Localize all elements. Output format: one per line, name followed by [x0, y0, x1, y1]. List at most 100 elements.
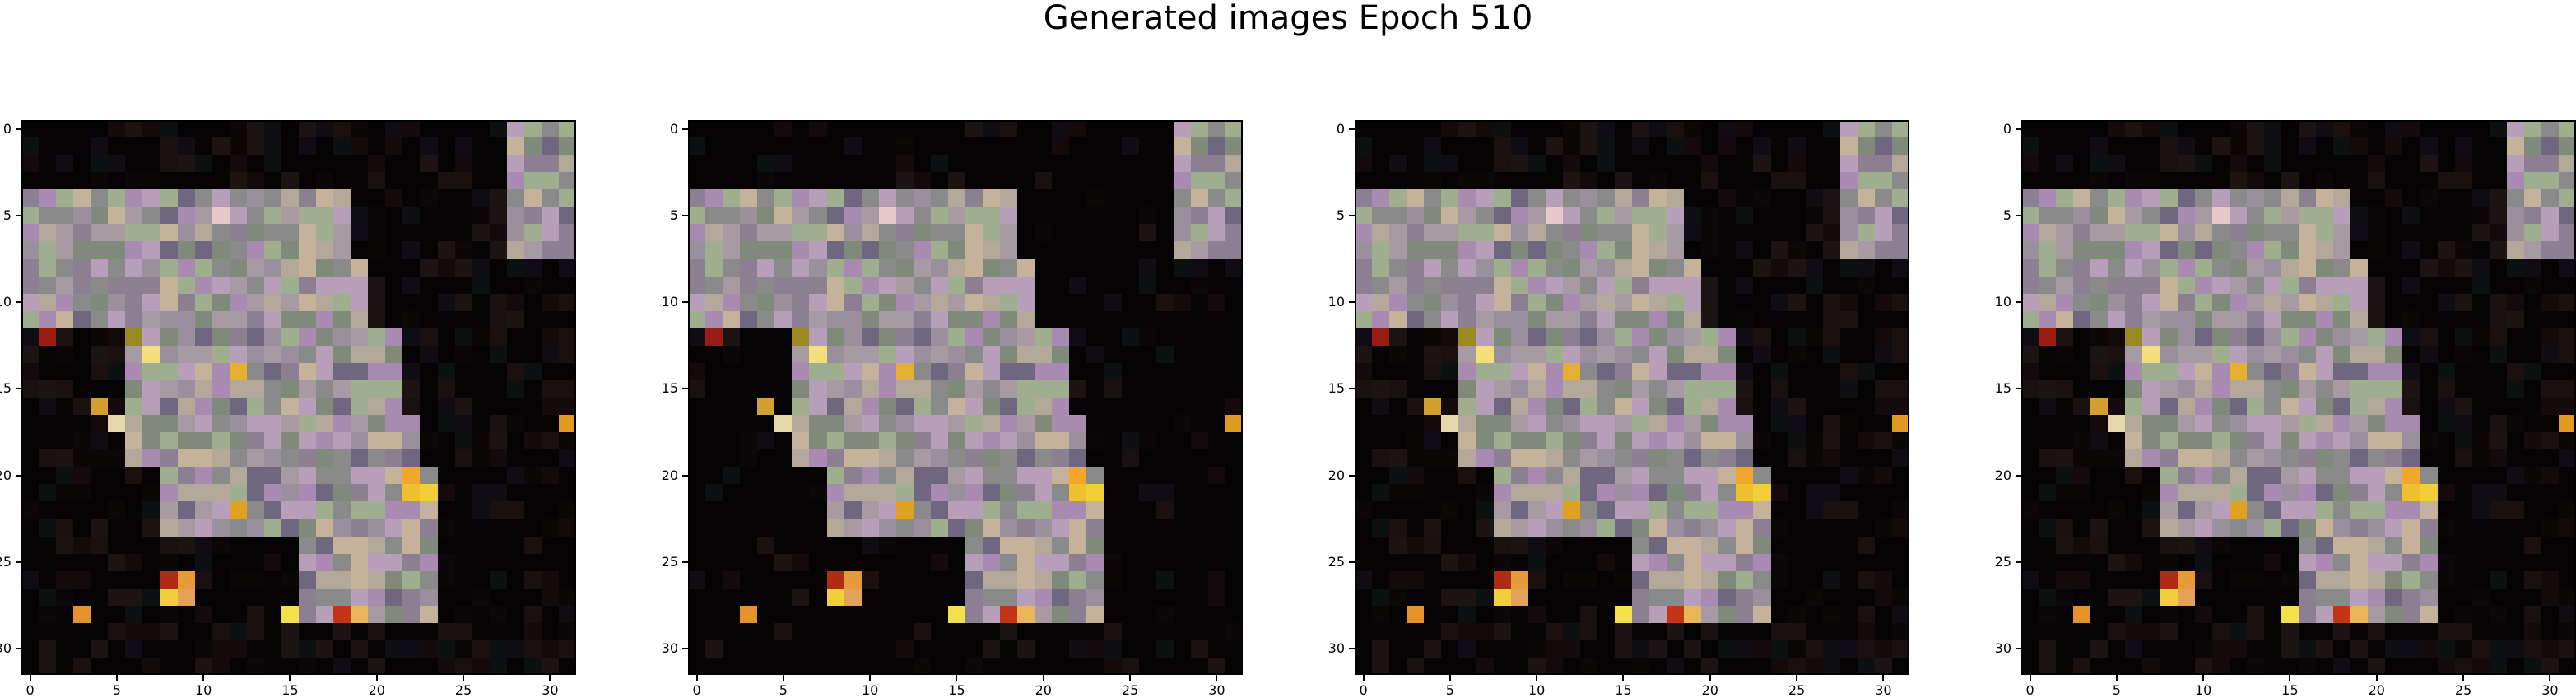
image-pixel	[1579, 622, 1598, 641]
image-pixel	[1649, 536, 1667, 555]
image-pixel	[1684, 640, 1702, 658]
image-pixel	[2177, 122, 2196, 138]
image-pixel	[23, 519, 40, 537]
image-pixel	[1545, 122, 1564, 138]
image-pixel	[2229, 519, 2248, 537]
image-pixel	[437, 432, 456, 450]
image-pixel	[792, 310, 811, 329]
image-pixel	[1614, 122, 1633, 138]
image-pixel	[1701, 398, 1719, 416]
image-pixel	[2108, 536, 2126, 555]
image-pixel	[523, 640, 542, 658]
image-pixel	[1458, 224, 1477, 243]
image-pixel	[757, 640, 775, 658]
image-pixel	[2350, 276, 2369, 295]
image-pixel	[2454, 588, 2473, 607]
image-pixel	[2299, 207, 2317, 225]
image-pixel	[1839, 207, 1858, 225]
image-pixel	[1788, 137, 1806, 156]
image-pixel	[2263, 362, 2282, 381]
image-pixel	[454, 657, 473, 673]
image-pixel	[1441, 362, 1459, 381]
image-pixel	[930, 345, 949, 364]
image-pixel	[757, 415, 775, 433]
image-pixel	[1667, 553, 1685, 572]
image-pixel	[2108, 519, 2126, 537]
image-pixel	[1510, 657, 1529, 673]
image-pixel	[1173, 258, 1192, 277]
image-pixel	[690, 467, 706, 485]
image-pixel	[930, 640, 949, 658]
image-pixel	[1086, 258, 1105, 277]
image-pixel	[2177, 570, 2196, 589]
image-pixel	[1190, 122, 1209, 138]
image-pixel	[1649, 570, 1667, 589]
image-pixel	[1857, 588, 1876, 607]
image-pixel	[1138, 570, 1157, 589]
image-pixel	[1770, 155, 1789, 173]
image-pixel	[983, 224, 1001, 243]
image-pixel	[56, 640, 74, 658]
image-pixel	[1190, 605, 1209, 624]
image-pixel	[368, 398, 386, 416]
image-pixel	[2316, 293, 2334, 312]
image-pixel	[1684, 207, 1702, 225]
image-pixel	[2023, 605, 2039, 624]
image-pixel	[1407, 207, 1425, 225]
image-pixel	[1190, 519, 1209, 537]
image-pixel	[2194, 588, 2213, 607]
image-pixel	[212, 328, 230, 347]
image-pixel	[2333, 432, 2351, 450]
image-pixel	[177, 137, 196, 156]
image-pixel	[1121, 345, 1140, 364]
image-pixel	[56, 622, 74, 641]
image-pixel	[723, 241, 741, 260]
image-pixel	[1407, 362, 1425, 381]
image-pixel	[56, 293, 74, 312]
image-pixel	[541, 258, 560, 277]
image-pixel	[2056, 293, 2074, 312]
image-pixel	[2523, 276, 2542, 295]
image-pixel	[1458, 657, 1477, 673]
image-pixel	[91, 276, 109, 295]
image-pixel	[1086, 293, 1105, 312]
image-pixel	[1389, 155, 1407, 173]
image-pixel	[1000, 379, 1018, 398]
image-pixel	[2333, 241, 2351, 260]
image-pixel	[1476, 310, 1495, 329]
image-pixel	[316, 155, 334, 173]
image-pixel	[1839, 224, 1858, 243]
image-pixel	[437, 449, 456, 468]
image-pixel	[558, 536, 574, 555]
image-pixel	[1891, 484, 1908, 502]
image-pixel	[142, 276, 161, 295]
image-pixel	[913, 155, 932, 173]
image-pixel	[792, 622, 811, 641]
image-pixel	[965, 379, 983, 398]
image-pixel	[1597, 379, 1616, 398]
image-pixel	[1857, 484, 1876, 502]
image-pixel	[2558, 293, 2574, 312]
image-pixel	[506, 605, 525, 624]
image-pixel	[402, 207, 421, 225]
image-pixel	[2402, 172, 2421, 190]
image-pixel	[1356, 432, 1373, 450]
image-pixel	[1874, 467, 1893, 485]
image-pixel	[930, 398, 949, 416]
image-pixel	[1667, 501, 1685, 520]
image-pixel	[2246, 362, 2265, 381]
image-pixel	[160, 640, 179, 658]
image-pixel	[1684, 224, 1702, 243]
image-pixel	[1069, 258, 1088, 277]
image-pixel	[299, 155, 317, 173]
image-pixel	[1052, 362, 1070, 381]
image-pixel	[1667, 310, 1685, 329]
x-tick-label: 15	[2281, 682, 2299, 698]
image-pixel	[2350, 328, 2369, 347]
image-pixel	[895, 172, 914, 190]
image-pixel	[1874, 155, 1893, 173]
image-pixel	[774, 345, 793, 364]
x-tick-mark	[549, 675, 551, 681]
image-pixel	[1874, 379, 1893, 398]
image-pixel	[861, 553, 880, 572]
